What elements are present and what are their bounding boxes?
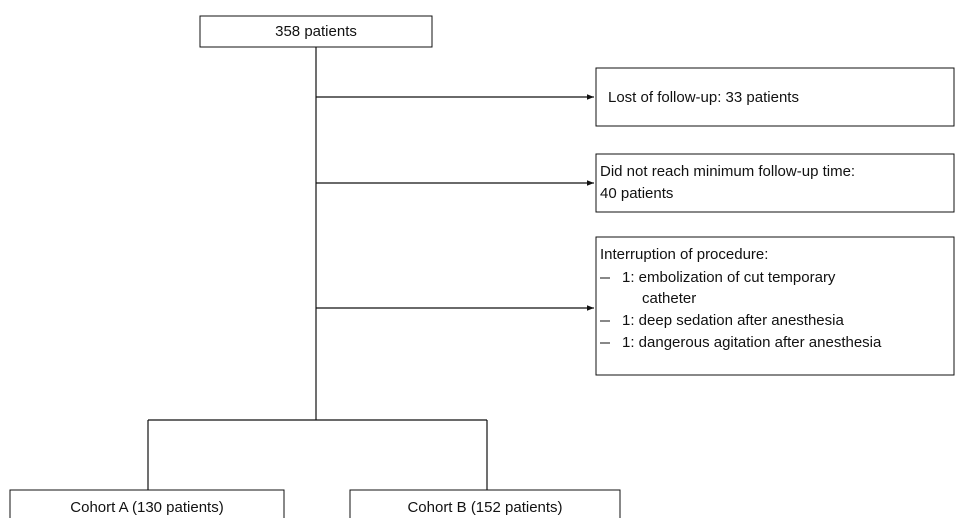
list-item: 1: dangerous agitation after anesthesia <box>622 334 882 351</box>
exclusion-box <box>595 236 955 376</box>
exclusion-title: Interruption of procedure: <box>600 246 768 263</box>
exclusion-text: Lost of follow-up: 33 patients <box>608 89 799 106</box>
exclusion-text: 40 patients <box>600 185 673 202</box>
exclusion-text: Did not reach minimum follow-up time: <box>600 163 855 180</box>
cohort-label: Cohort B (152 patients) <box>407 499 562 516</box>
cohort-label: Cohort A (130 patients) <box>70 499 223 516</box>
list-item: catheter <box>642 290 696 307</box>
root-label: 358 patients <box>275 23 357 40</box>
exclusion-box <box>595 67 955 127</box>
exclusion-box <box>595 153 955 213</box>
list-item: 1: embolization of cut temporary <box>622 269 836 286</box>
list-item: 1: deep sedation after anesthesia <box>622 312 844 329</box>
cohort-box <box>9 489 285 518</box>
root-box <box>199 15 433 48</box>
cohort-box <box>349 489 621 518</box>
